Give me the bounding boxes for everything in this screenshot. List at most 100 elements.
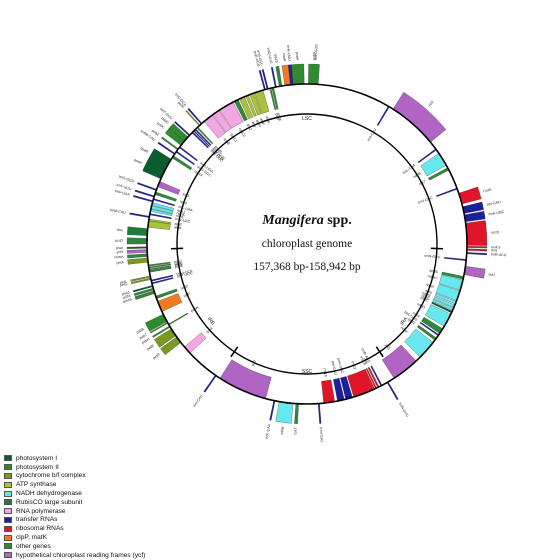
legend-label: NADH dehydrogenase: [16, 490, 82, 497]
gene-label-psab: psaB: [140, 146, 150, 154]
gene-label-rrn4-5: rrn4.5: [491, 245, 500, 249]
species-suffix: spp.: [324, 213, 352, 228]
legend-label: cytochrome b/f complex: [16, 472, 86, 479]
legend-swatch: [4, 526, 12, 532]
legend-item-hypothetical-chloroplast-reading-frames-ycf: hypothetical chloroplast reading frames …: [4, 551, 204, 560]
legend-swatch: [4, 499, 12, 505]
legend-swatch: [4, 535, 12, 541]
legend-swatch: [4, 517, 12, 523]
gene-label-rps7: rps7: [293, 428, 297, 435]
gene-block-trng-gcc: [176, 151, 195, 165]
gene-label-trnn-guu: trnN-GUU: [424, 254, 441, 260]
gene-label-petg: petG: [119, 282, 128, 288]
legend-label: photosystem II: [16, 464, 59, 471]
gene-block-trns-gga: [137, 182, 156, 190]
legend-swatch: [4, 543, 12, 549]
legend-label: ribosomal RNAs: [16, 525, 64, 532]
gene-block-trnn-guu: [387, 382, 398, 400]
gene-block-psba: [291, 64, 304, 85]
species-title: Mangifera spp.: [261, 213, 351, 228]
gene-label-cema: cemA: [114, 255, 124, 260]
gene-block-ycf1: [382, 345, 416, 378]
gene-block-trnm-cau: [129, 213, 149, 218]
gene-block-rrn16: [459, 187, 482, 204]
gene-label-psaa: psaA: [133, 158, 143, 165]
gene-label-peta: petA: [116, 260, 124, 265]
gene-block-rps14: [172, 156, 192, 170]
gene-block-ycf3: [158, 181, 180, 194]
gene-block-ycf1: [464, 266, 485, 278]
genome-subtitle: chloroplast genome: [262, 238, 352, 250]
legend-swatch: [4, 491, 12, 497]
gene-label-rbcl: rbcL: [116, 228, 123, 233]
gene-label-trnn-guu: trnN-GUU: [398, 402, 410, 418]
gene-block-trni-cau: [377, 106, 389, 126]
gene-block-rrn4-5: [467, 246, 487, 248]
gene-label-trnr-acg: trnR-ACG: [491, 252, 507, 257]
gene-block-rps7: [294, 404, 298, 424]
gene-label-trnl-caa: trnL-CAA: [265, 423, 272, 439]
gene-label-trnv-gac: trnV-GAC: [319, 427, 324, 443]
legend-swatch: [4, 552, 12, 558]
gene-label-ycf1: ycf1: [488, 272, 495, 277]
gene-label-trni-cau: trnI-CAU: [192, 394, 203, 408]
gene-block-psbn: [168, 313, 188, 325]
gene-block-trnv-gac: [436, 188, 457, 197]
gene-block-rbcl: [127, 227, 147, 236]
gene-block-trni-cau: [204, 375, 217, 392]
gene-block-rps16: [276, 66, 282, 86]
legend-item-rna-polymerase: RNA polymerase: [4, 507, 204, 516]
gene-label-trni-gau: trnI-GAU: [330, 361, 337, 376]
gene-block-rrn16: [321, 380, 334, 403]
gene-block-rrn23: [466, 221, 487, 246]
gene-block-rrn5: [467, 249, 487, 251]
legend-item-other-genes: other genes: [4, 542, 204, 551]
legend-label: RNA polymerase: [16, 508, 65, 515]
legend-swatch: [4, 508, 12, 514]
gene-block-trnc-gca: [188, 108, 202, 124]
gene-label-trnv-gac: trnV-GAC: [418, 196, 434, 205]
gene-label-psba: psbA: [295, 52, 299, 61]
legend-label: other genes: [16, 543, 51, 550]
gene-block-accd: [127, 238, 147, 244]
gene-block-trnf-gaa: [133, 195, 153, 202]
gene-block-ndhb: [276, 402, 293, 424]
gene-label-trns-gga: trnS-GGA: [118, 175, 135, 184]
legend-swatch: [4, 464, 12, 470]
gene-label-psbc: psbC: [156, 121, 165, 130]
legend-item-photosystem-i: photosystem I: [4, 454, 204, 463]
legend-item-clpp-matk: clpP, matK: [4, 533, 204, 542]
legend-item-atp-synthase: ATP synthase: [4, 480, 204, 489]
gene-label-trni-gau: trnI-GAU: [486, 200, 501, 207]
legend-swatch: [4, 473, 12, 479]
gene-block-cema: [127, 254, 147, 258]
gene-block-trnr-acg: [467, 252, 487, 255]
gene-label-ycf4: ycf4: [117, 250, 124, 254]
genome-size: 157,368 bp-158,942 bp: [253, 261, 361, 273]
gene-block-ycf4: [127, 250, 147, 254]
boundary-tick-ssc-ira: [376, 347, 383, 357]
legend-item-transfer-rnas: transfer RNAs: [4, 516, 204, 525]
gene-label-matk: matK: [282, 53, 287, 62]
gene-block-trns-uga: [179, 147, 197, 161]
gene-block-trnt-ugu: [135, 190, 155, 197]
gene-label-trnm-cau: trnM-CAU: [110, 208, 127, 215]
region-label-ssc: SSC: [302, 369, 313, 375]
legend-item-ribosomal-rnas: ribosomal RNAs: [4, 524, 204, 533]
gene-block-ycf2: [220, 360, 271, 399]
legend-label: hypothetical chloroplast reading frames …: [16, 552, 145, 559]
gene-block-trnq-uug: [271, 67, 276, 87]
region-label-lsc: LSC: [302, 116, 312, 122]
legend-label: RubisCO large subunit: [16, 499, 82, 506]
gene-label-trna-ugc: trnA-UGC: [488, 210, 505, 217]
legend-item-rubisco-large-subunit: RubisCO large subunit: [4, 498, 204, 507]
gene-label-trnq-uug: trnQ-UUG: [266, 47, 273, 64]
legend-swatch: [4, 482, 12, 488]
species-name: Mangifera: [261, 213, 323, 228]
gene-block-peta: [128, 258, 148, 264]
legend-item-cytochrome-b-f-complex: cytochrome b/f complex: [4, 472, 204, 481]
legend-label: transfer RNAs: [16, 516, 57, 523]
gene-block-trnn-guu: [444, 257, 466, 260]
legend-item-photosystem-ii: photosystem II: [4, 463, 204, 472]
